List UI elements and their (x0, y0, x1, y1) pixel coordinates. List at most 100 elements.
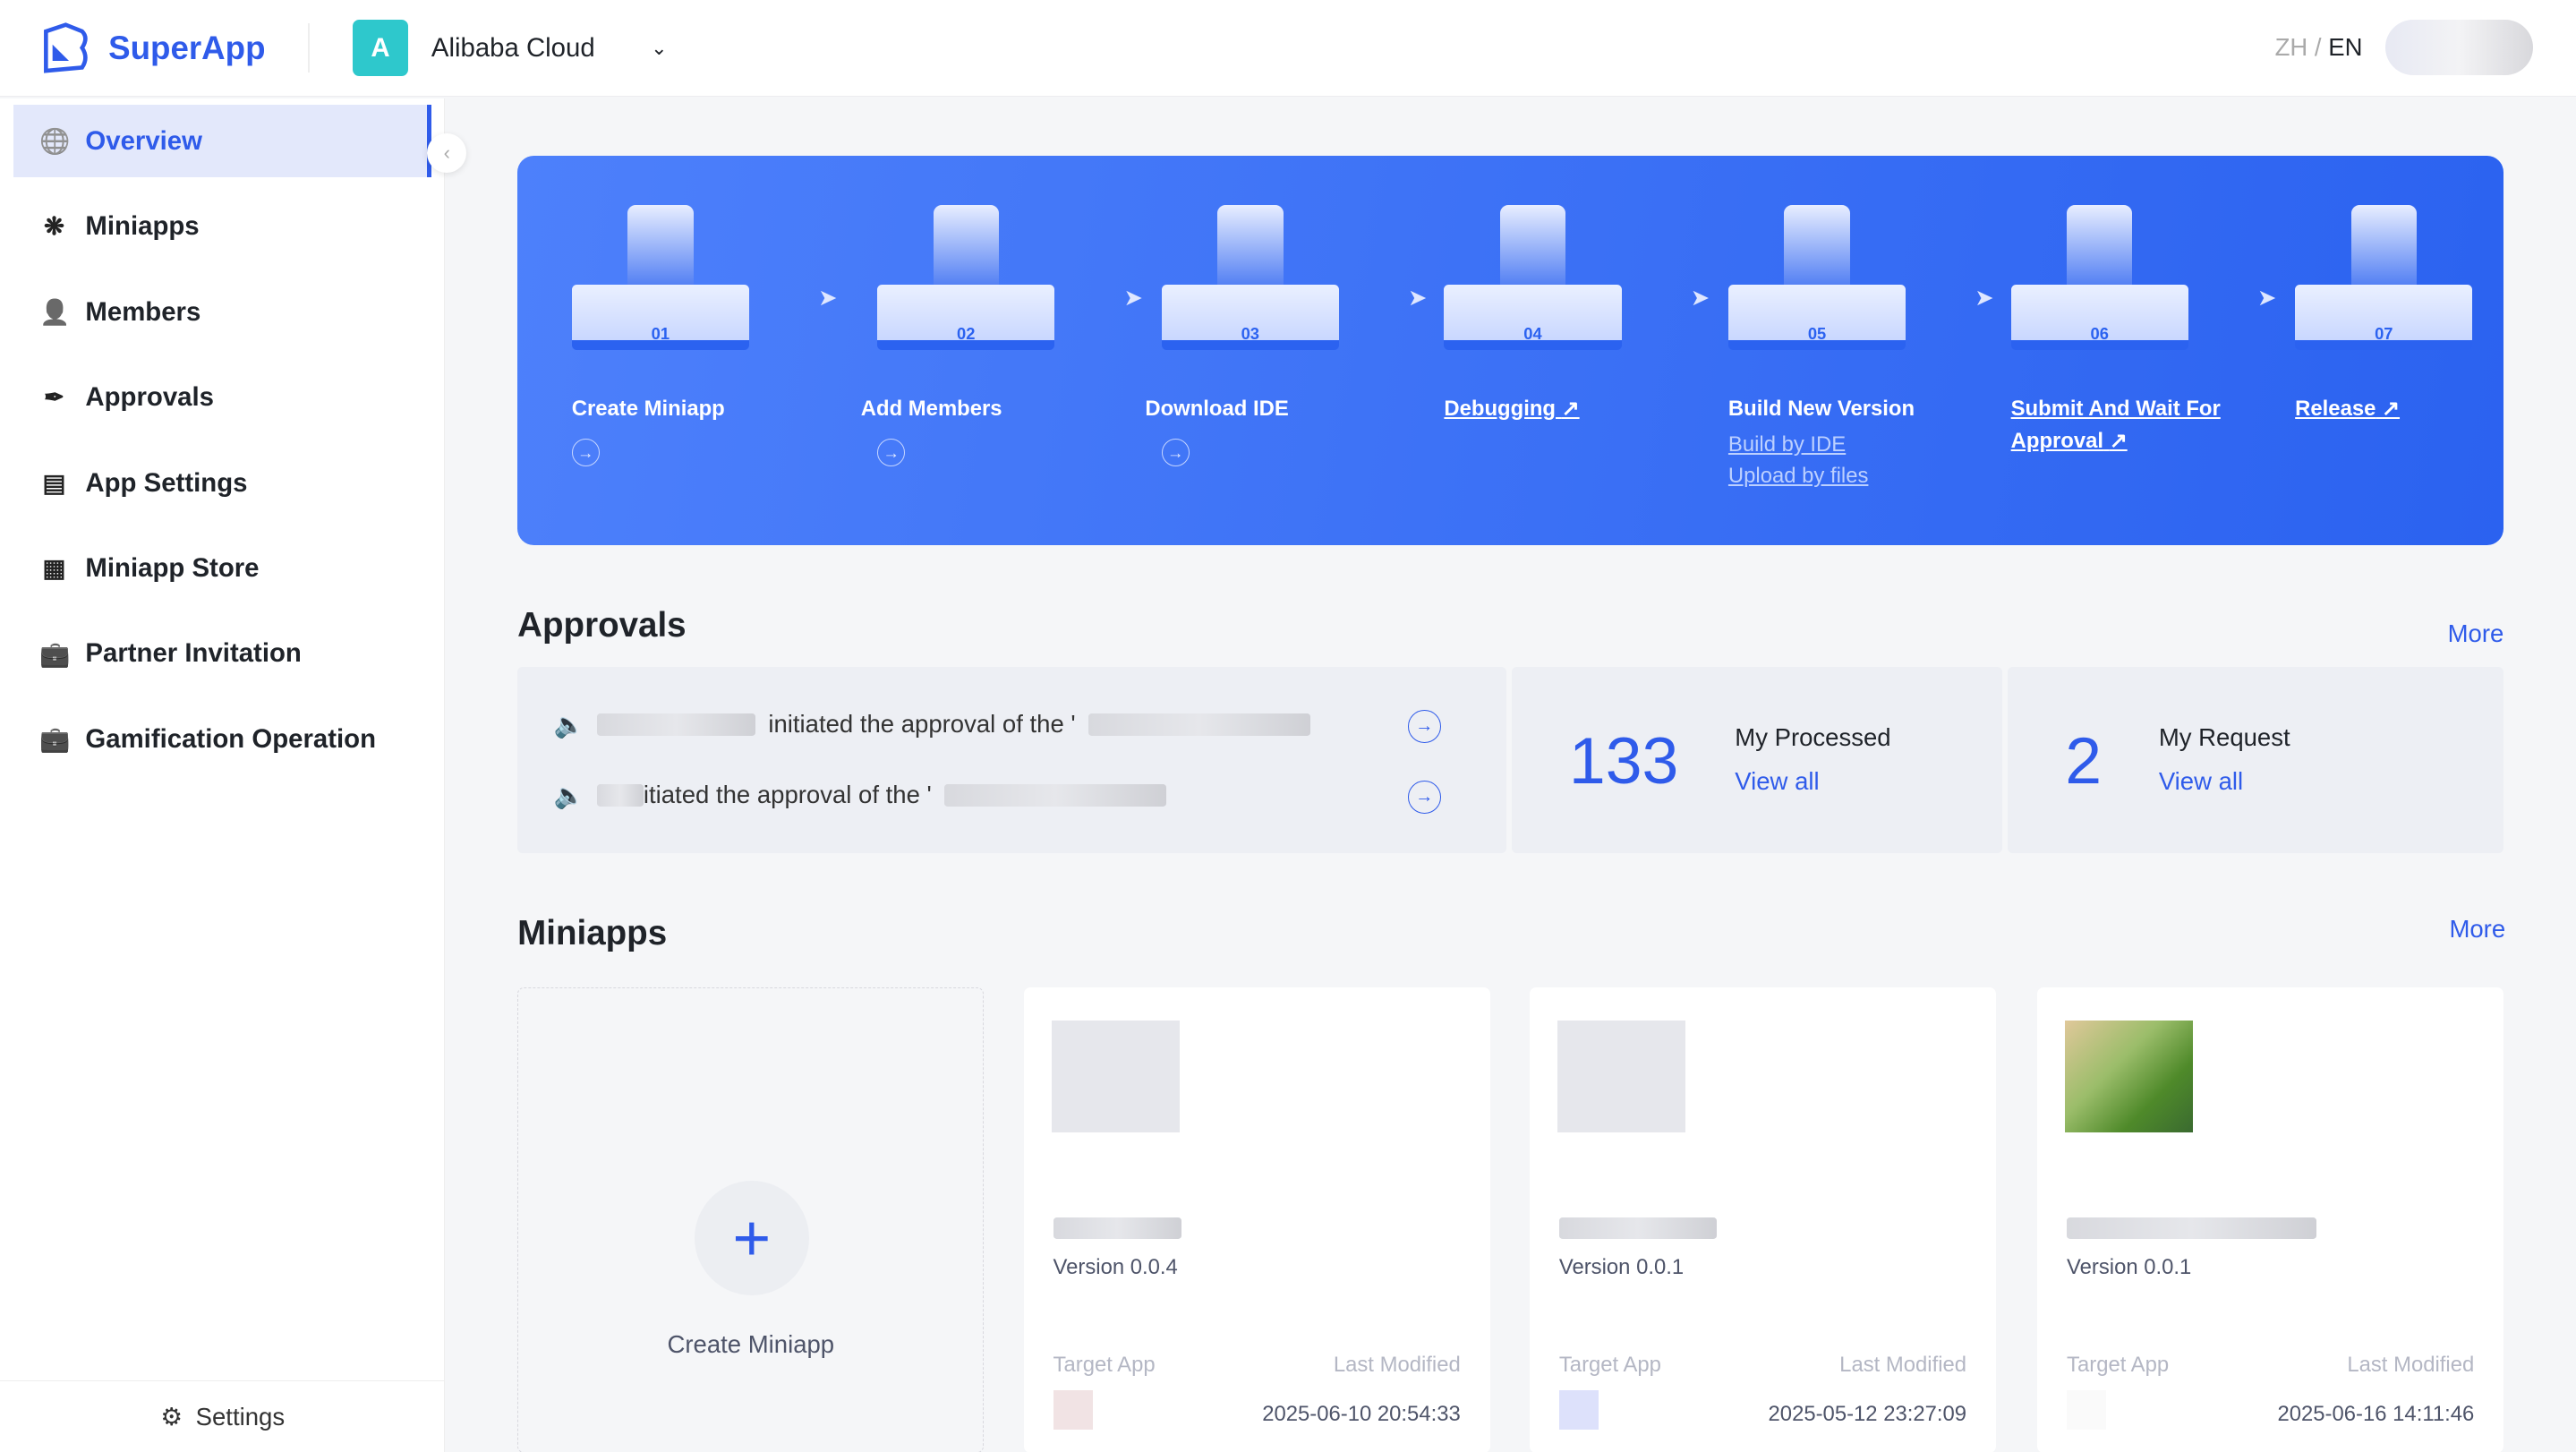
arrow-right-icon[interactable]: → (1408, 780, 1441, 814)
getting-started-banner: 01 Create Miniapp → ➤ 02 Add Members → ➤ 03 Downl… (517, 156, 2504, 546)
last-modified-label: Last Modified (1839, 1352, 1967, 1377)
grid-icon: ▦ (42, 553, 66, 582)
request-label: My Request (2158, 722, 2290, 751)
step-label[interactable]: Debugging (1444, 396, 1556, 421)
target-app-label: Target App (1053, 1352, 1156, 1377)
step-sub-link[interactable]: Upload by files (1727, 464, 1869, 489)
arrow-right-icon[interactable]: → (1161, 439, 1190, 467)
miniapp-icon (1051, 1020, 1180, 1132)
my-request-card: 2 My Request View all (2007, 667, 2504, 853)
divider (308, 23, 311, 73)
sidebar-item-label: Miniapp Store (85, 552, 260, 583)
external-link-icon: ↗ (2382, 396, 2401, 421)
step-illustration: 05 (1727, 205, 1906, 350)
last-modified-label: Last Modified (1333, 1352, 1461, 1377)
step-illustration: 07 (2295, 205, 2473, 350)
external-link-icon: ↗ (1561, 396, 1580, 421)
org-switcher[interactable]: A Alibaba Cloud ⌄ (352, 20, 668, 76)
step-06[interactable]: 06 Submit And Wait For Approval ↗ (2010, 205, 2257, 458)
briefcase-icon: 💼 (39, 725, 71, 754)
step-sub-link[interactable]: Build by IDE (1727, 431, 1847, 457)
sidebar-item-miniapp-store[interactable]: ▦ Miniapp Store (13, 533, 431, 605)
target-app-icon (1558, 1389, 1599, 1430)
create-miniapp-card[interactable]: + Create Miniapp (517, 987, 985, 1452)
step-illustration: 03 (1161, 205, 1339, 350)
user-add-icon: 👤 (39, 298, 71, 327)
step-label: Create Miniapp (571, 396, 725, 421)
next-arrow-icon: ➤ (1408, 285, 1428, 311)
approval-item[interactable]: 🔈 initiated the approval of the ' (554, 710, 1441, 739)
miniapp-version: Version 0.0.1 (1558, 1255, 1685, 1280)
stamp-icon: ✒ (44, 383, 65, 412)
create-miniapp-label: Create Miniapp (667, 1329, 835, 1358)
step-illustration: 04 (1444, 205, 1622, 350)
approvals-title: Approvals (517, 606, 687, 645)
step-number: 01 (571, 284, 749, 350)
org-avatar: A (352, 20, 409, 76)
miniapp-card[interactable]: Version 0.0.4 Target App Last Modified 2025… (1023, 987, 1490, 1452)
lang-sep: / (2314, 32, 2322, 61)
miniapp-name (1558, 1217, 1718, 1239)
next-arrow-icon: ➤ (1123, 285, 1143, 311)
approval-item[interactable]: 🔈 itiated the approval of the ' (554, 781, 1441, 810)
superapp-logo-icon (44, 22, 88, 73)
panel-icon: ▤ (42, 468, 66, 497)
settings-button[interactable]: ⚙ Settings (0, 1379, 446, 1452)
processed-view-all-link[interactable]: View all (1735, 767, 1820, 796)
step-number: 02 (877, 284, 1055, 350)
my-processed-card: 133 My Processed View all (1511, 667, 2003, 853)
sidebar-item-label: Approvals (85, 382, 214, 413)
step-02: 02 Add Members → (861, 205, 1123, 467)
sidebar-item-label: Members (85, 296, 201, 327)
miniapps-title: Miniapps (517, 913, 668, 952)
arrow-right-icon[interactable]: → (1408, 709, 1441, 743)
target-app-icon (1053, 1389, 1093, 1430)
step-07[interactable]: 07 Release ↗ (2295, 205, 2541, 425)
sidebar-item-gamification-operation[interactable]: 💼 Gamification Operation (13, 703, 431, 775)
approval-list: 🔈 initiated the approval of the ' → 🔈 itia… (517, 667, 1507, 853)
step-05: 05 Build New Version Build by IDE Upload by… (1727, 205, 1975, 489)
step-04[interactable]: 04 Debugging ↗ (1444, 205, 1690, 425)
sidebar-item-label: Partner Invitation (85, 638, 302, 669)
processed-label: My Processed (1735, 722, 1891, 751)
step-illustration: 01 (571, 205, 749, 350)
org-name: Alibaba Cloud (431, 32, 595, 63)
miniapps-more-link[interactable]: More (2449, 915, 2506, 944)
lang-zh[interactable]: ZH (2274, 32, 2308, 61)
language-switcher: ZH / EN (2275, 33, 2363, 62)
last-modified-value: 2025-05-12 23:27:09 (1768, 1401, 1967, 1426)
step-number: 04 (1444, 284, 1622, 350)
step-label[interactable]: Release (2295, 396, 2376, 421)
sidebar: 🌐 Overview ❋ Miniapps 👤 Members ✒ Approvals ▤ App… (0, 98, 446, 1452)
request-view-all-link[interactable]: View all (2158, 767, 2244, 796)
arrow-right-icon[interactable]: → (571, 439, 600, 467)
lang-en[interactable]: EN (2328, 32, 2363, 61)
sidebar-item-app-settings[interactable]: ▤ App Settings (13, 447, 431, 519)
miniapp-name (2067, 1217, 2317, 1239)
collapse-sidebar-button[interactable]: ‹ (427, 132, 467, 173)
arrow-right-icon[interactable]: → (877, 439, 906, 467)
miniapp-version: Version 0.0.1 (2067, 1255, 2192, 1280)
miniapp-card[interactable]: Version 0.0.1 Target App Last Modified 2025… (2037, 987, 2504, 1452)
step-label[interactable]: Submit And Wait For Approval (2010, 396, 2221, 454)
aperture-icon: ❋ (44, 212, 65, 241)
plus-icon: + (694, 1180, 810, 1296)
miniapp-version: Version 0.0.4 (1053, 1255, 1178, 1280)
approval-text: itiated the approval of the ' (643, 781, 932, 809)
sidebar-item-overview[interactable]: 🌐 Overview (13, 105, 431, 178)
user-avatar[interactable] (2385, 20, 2534, 76)
step-illustration: 02 (877, 205, 1055, 350)
sidebar-item-approvals[interactable]: ✒ Approvals (13, 362, 431, 434)
settings-label: Settings (195, 1402, 286, 1431)
sidebar-item-members[interactable]: 👤 Members (13, 276, 431, 348)
step-number: 03 (1161, 284, 1339, 350)
target-app-label: Target App (2067, 1352, 2170, 1377)
miniapp-card[interactable]: Version 0.0.1 Target App Last Modified 2025… (1529, 987, 1997, 1452)
miniapp-name (1053, 1217, 1181, 1239)
sidebar-item-partner-invitation[interactable]: 💼 Partner Invitation (13, 618, 431, 690)
sidebar-item-miniapps[interactable]: ❋ Miniapps (13, 191, 431, 263)
next-arrow-icon: ➤ (1975, 285, 1994, 311)
approval-text: initiated the approval of the ' (768, 710, 1076, 739)
logo[interactable]: SuperApp (39, 21, 266, 74)
approvals-more-link[interactable]: More (2447, 619, 2504, 647)
